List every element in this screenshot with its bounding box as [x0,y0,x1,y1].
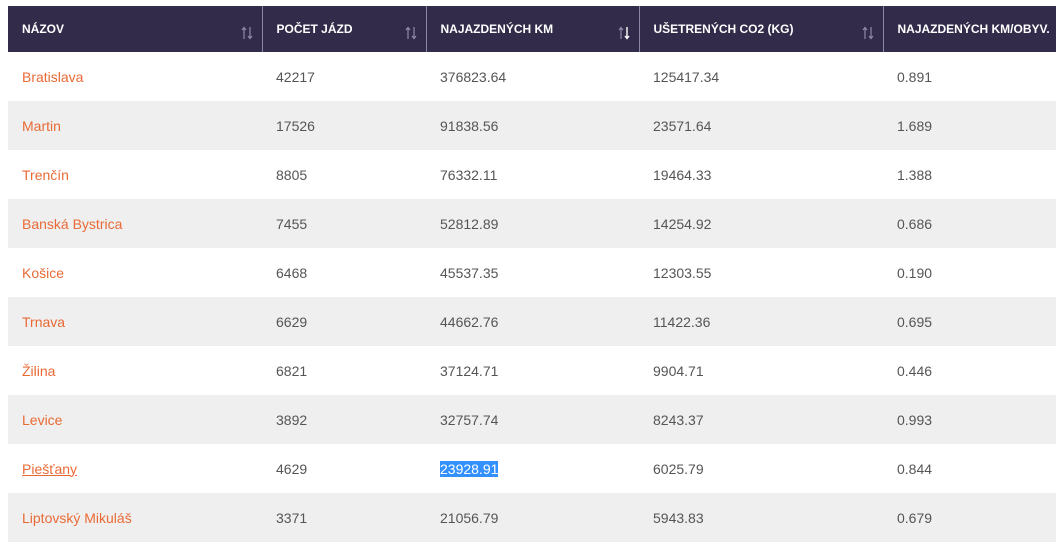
table-row: Banská Bystrica 7455 52812.89 14254.92 0… [8,199,1056,248]
km-per-capita-cell: 1.388 [897,166,933,183]
trips-cell: 6821 [276,362,308,379]
column-header-label: POČET JÁZD [276,22,353,36]
km-cell: 45537.35 [440,264,499,281]
co2-cell: 125417.34 [653,68,720,85]
city-link[interactable]: Levice [22,411,63,428]
co2-cell: 9904.71 [653,362,704,379]
co2-cell: 12303.55 [653,264,712,281]
table-body: Bratislava 42217 376823.64 125417.34 0.8… [8,52,1056,542]
column-header-label: UŠETRENÝCH CO2 (KG) [653,22,794,36]
trips-cell: 42217 [276,68,315,85]
city-cell: Žilina [8,346,262,395]
city-link[interactable]: Trenčín [22,166,69,183]
table-row: Liptovský Mikuláš 3371 21056.79 5943.83 … [8,493,1056,542]
table-row: Trenčín 8805 76332.11 19464.33 1.388 [8,150,1056,199]
city-link[interactable]: Košice [22,264,65,281]
column-header-km-per-capita[interactable]: NAJAZDENÝCH KM/OBYV. [883,6,1056,52]
city-cell: Bratislava [8,52,262,101]
sort-both-icon [862,26,873,40]
co2-cell: 14254.92 [653,215,712,232]
city-link[interactable]: Bratislava [22,68,84,85]
sort-both-icon [405,26,416,40]
column-header-label: NÁZOV [22,22,64,36]
km-cell: 44662.76 [440,313,499,330]
co2-cell: 6025.79 [653,460,704,477]
km-cell: 21056.79 [440,509,499,526]
city-link[interactable]: Piešťany [22,460,78,477]
trips-cell: 3371 [276,509,308,526]
city-cell: Trnava [8,297,262,346]
km-per-capita-cell: 1.689 [897,117,933,134]
table-row: Žilina 6821 37124.71 9904.71 0.446 [8,346,1056,395]
trips-cell: 4629 [276,460,308,477]
km-cell: 376823.64 [440,68,507,85]
column-header-trips[interactable]: POČET JÁZD [262,6,427,52]
table-row: Piešťany 4629 23928.91 6025.79 0.844 [8,444,1056,493]
co2-cell: 23571.64 [653,117,712,134]
co2-cell: 5943.83 [653,509,704,526]
city-cell: Levice [8,395,262,444]
table-row: Martin 17526 91838.56 23571.64 1.689 [8,101,1056,150]
cities-table: NÁZOV POČET JÁZD NAJAZDENÝCH KM [8,6,1056,542]
km-per-capita-cell: 0.679 [897,509,933,526]
city-cell: Piešťany [8,444,262,493]
km-cell: 32757.74 [440,411,499,428]
km-per-capita-cell: 0.190 [897,264,933,281]
km-per-capita-cell: 0.695 [897,313,933,330]
km-per-capita-cell: 0.844 [897,460,933,477]
city-cell: Martin [8,101,262,150]
km-cell: 91838.56 [440,117,499,134]
trips-cell: 17526 [276,117,315,134]
city-link[interactable]: Martin [22,117,61,134]
km-cell: 23928.91 [426,444,639,493]
selected-text: 23928.91 [440,460,499,477]
trips-cell: 8805 [276,166,308,183]
table-row: Bratislava 42217 376823.64 125417.34 0.8… [8,52,1056,101]
km-cell: 52812.89 [440,215,499,232]
table-row: Levice 3892 32757.74 8243.37 0.993 [8,395,1056,444]
km-per-capita-cell: 0.686 [897,215,933,232]
table-row: Košice 6468 45537.35 12303.55 0.190 [8,248,1056,297]
trips-cell: 6468 [276,264,308,281]
co2-cell: 11422.36 [653,313,711,330]
city-link[interactable]: Trnava [22,313,66,330]
km-cell: 76332.11 [440,166,498,183]
trips-cell: 6629 [276,313,308,330]
sort-both-icon [241,26,252,40]
table-row: Trnava 6629 44662.76 11422.36 0.695 [8,297,1056,346]
column-header-km[interactable]: NAJAZDENÝCH KM [426,6,640,52]
cities-table-container: NÁZOV POČET JÁZD NAJAZDENÝCH KM [8,6,1056,542]
city-cell: Liptovský Mikuláš [8,493,262,542]
table-header: NÁZOV POČET JÁZD NAJAZDENÝCH KM [8,6,1056,52]
city-link[interactable]: Liptovský Mikuláš [22,509,132,526]
sort-desc-icon [618,26,630,40]
trips-cell: 3892 [276,411,308,428]
km-cell: 37124.71 [440,362,499,379]
km-per-capita-cell: 0.446 [897,362,933,379]
header-row: NÁZOV POČET JÁZD NAJAZDENÝCH KM [8,6,1056,52]
column-header-label: NAJAZDENÝCH KM [440,22,554,36]
co2-cell: 8243.37 [653,411,704,428]
km-per-capita-cell: 0.891 [897,68,933,85]
trips-cell: 7455 [276,215,308,232]
column-header-label: NAJAZDENÝCH KM/OBYV. [897,22,1050,36]
co2-cell: 19464.33 [653,166,712,183]
city-cell: Košice [8,248,262,297]
km-per-capita-cell: 0.993 [897,411,933,428]
column-header-name[interactable]: NÁZOV [8,6,263,52]
city-link[interactable]: Banská Bystrica [22,215,123,232]
city-cell: Trenčín [8,150,262,199]
city-cell: Banská Bystrica [8,199,262,248]
column-header-co2[interactable]: UŠETRENÝCH CO2 (KG) [639,6,884,52]
city-link[interactable]: Žilina [22,362,56,379]
